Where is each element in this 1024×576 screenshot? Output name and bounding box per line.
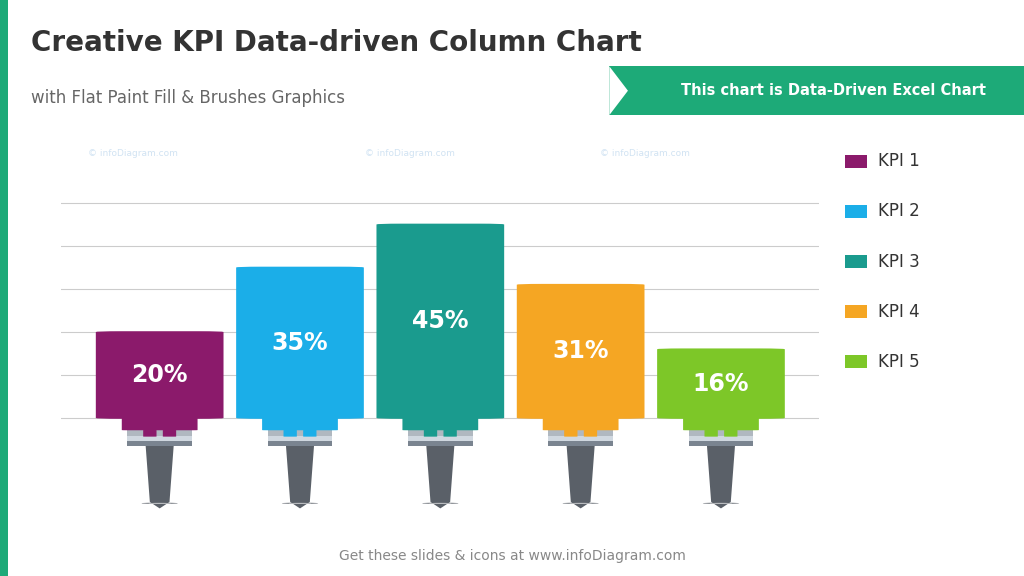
FancyBboxPatch shape — [143, 430, 157, 437]
Bar — [267, 436, 332, 441]
Bar — [267, 430, 332, 436]
Text: © infoDiagram.com: © infoDiagram.com — [88, 149, 178, 157]
FancyBboxPatch shape — [163, 430, 176, 437]
Polygon shape — [707, 446, 735, 509]
Bar — [408, 436, 473, 441]
FancyBboxPatch shape — [543, 418, 618, 430]
Bar — [549, 430, 613, 436]
Bar — [689, 441, 754, 446]
Polygon shape — [566, 446, 595, 509]
FancyBboxPatch shape — [377, 223, 504, 419]
Text: KPI 1: KPI 1 — [878, 152, 920, 170]
Circle shape — [141, 503, 178, 504]
FancyBboxPatch shape — [683, 418, 759, 430]
Polygon shape — [609, 66, 628, 115]
Bar — [549, 441, 613, 446]
Bar — [549, 436, 613, 441]
Bar — [127, 441, 191, 446]
Text: © infoDiagram.com: © infoDiagram.com — [365, 149, 455, 157]
FancyBboxPatch shape — [262, 418, 338, 430]
FancyBboxPatch shape — [443, 430, 457, 437]
Text: Creative KPI Data-driven Column Chart: Creative KPI Data-driven Column Chart — [31, 29, 641, 57]
Text: KPI 4: KPI 4 — [878, 302, 920, 321]
Text: 31%: 31% — [552, 339, 609, 363]
Text: KPI 2: KPI 2 — [878, 202, 920, 221]
FancyBboxPatch shape — [584, 430, 597, 437]
Text: KPI 3: KPI 3 — [878, 252, 920, 271]
Polygon shape — [609, 66, 626, 115]
Bar — [689, 436, 754, 441]
Circle shape — [702, 503, 739, 504]
Circle shape — [422, 503, 459, 504]
FancyBboxPatch shape — [303, 430, 316, 437]
FancyBboxPatch shape — [284, 430, 297, 437]
Text: This chart is Data-Driven Excel Chart: This chart is Data-Driven Excel Chart — [681, 83, 986, 98]
FancyBboxPatch shape — [517, 284, 644, 419]
Text: Get these slides & icons at www.infoDiagram.com: Get these slides & icons at www.infoDiag… — [339, 550, 685, 563]
Text: 16%: 16% — [692, 372, 750, 396]
Text: with Flat Paint Fill & Brushes Graphics: with Flat Paint Fill & Brushes Graphics — [31, 89, 345, 107]
Text: 20%: 20% — [131, 363, 188, 387]
Polygon shape — [145, 446, 174, 509]
FancyBboxPatch shape — [402, 418, 478, 430]
FancyBboxPatch shape — [122, 418, 198, 430]
Polygon shape — [426, 446, 455, 509]
FancyBboxPatch shape — [564, 430, 578, 437]
Circle shape — [562, 503, 599, 504]
Polygon shape — [286, 446, 314, 509]
Bar — [267, 441, 332, 446]
FancyBboxPatch shape — [237, 267, 364, 419]
Bar — [689, 430, 754, 436]
Text: 35%: 35% — [271, 331, 329, 355]
FancyBboxPatch shape — [705, 430, 718, 437]
Text: KPI 5: KPI 5 — [878, 353, 920, 371]
FancyBboxPatch shape — [96, 331, 223, 419]
Text: 45%: 45% — [412, 309, 469, 334]
Text: © infoDiagram.com: © infoDiagram.com — [600, 149, 690, 157]
Bar — [127, 430, 191, 436]
FancyBboxPatch shape — [724, 430, 737, 437]
FancyBboxPatch shape — [424, 430, 437, 437]
Bar — [408, 430, 473, 436]
Bar — [127, 436, 191, 441]
Circle shape — [282, 503, 318, 504]
FancyBboxPatch shape — [657, 348, 784, 419]
Bar — [408, 441, 473, 446]
